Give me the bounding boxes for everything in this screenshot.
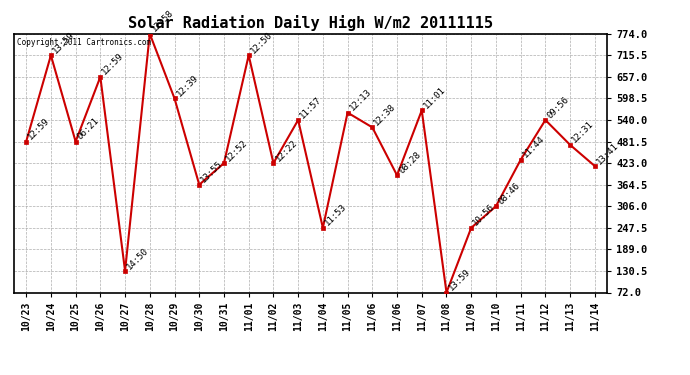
Text: 09:56: 09:56 xyxy=(545,94,571,120)
Text: 12:13: 12:13 xyxy=(348,87,373,112)
Text: 12:22: 12:22 xyxy=(273,138,299,163)
Text: 06:21: 06:21 xyxy=(76,116,101,142)
Title: Solar Radiation Daily High W/m2 20111115: Solar Radiation Daily High W/m2 20111115 xyxy=(128,15,493,31)
Text: 12:39: 12:39 xyxy=(175,73,200,99)
Text: 08:46: 08:46 xyxy=(496,181,522,206)
Text: 12:52: 12:52 xyxy=(224,138,249,163)
Text: 13:41: 13:41 xyxy=(595,141,620,166)
Text: 11:57: 11:57 xyxy=(298,94,324,120)
Text: Copyright 2011 Cartronics.com: Copyright 2011 Cartronics.com xyxy=(17,38,151,46)
Text: 11:53: 11:53 xyxy=(323,202,348,228)
Text: 13:59: 13:59 xyxy=(446,267,472,292)
Text: 08:28: 08:28 xyxy=(397,150,422,175)
Text: 14:50: 14:50 xyxy=(125,246,150,271)
Text: 12:59: 12:59 xyxy=(26,116,52,142)
Text: 12:50: 12:50 xyxy=(248,30,274,56)
Text: 12:58: 12:58 xyxy=(150,8,175,34)
Text: 12:31: 12:31 xyxy=(570,120,595,145)
Text: 11:01: 11:01 xyxy=(422,85,447,110)
Text: 11:44: 11:44 xyxy=(521,135,546,160)
Text: 10:56: 10:56 xyxy=(471,202,497,228)
Text: 13:55: 13:55 xyxy=(199,159,225,185)
Text: 13:59: 13:59 xyxy=(51,30,77,56)
Text: 12:38: 12:38 xyxy=(373,102,397,128)
Text: 12:59: 12:59 xyxy=(100,51,126,77)
